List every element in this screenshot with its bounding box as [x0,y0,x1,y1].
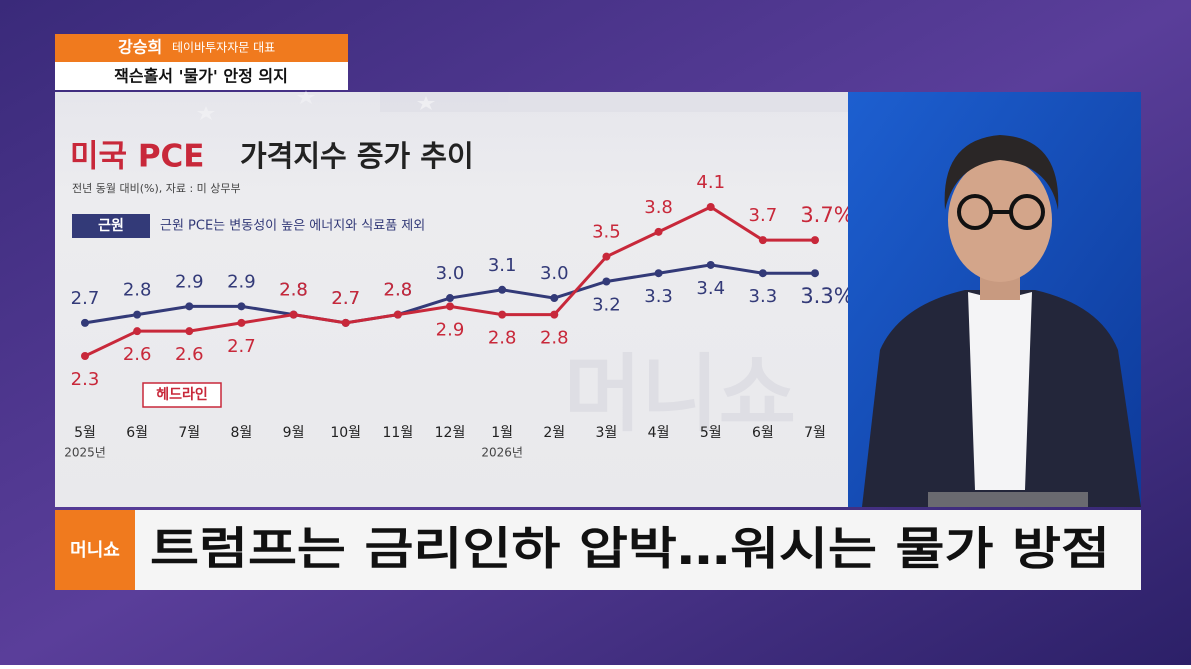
data-label: 2.8 [123,280,152,301]
data-point [706,203,715,211]
data-label: 2.8 [540,328,569,349]
data-label: 2.7 [227,336,256,357]
data-point [393,310,402,319]
data-point [811,236,819,245]
x-sublabel: 2026년 [481,446,523,460]
data-label: 2.9 [227,271,256,292]
data-point [654,269,663,278]
data-point [185,302,194,311]
data-point [133,310,142,319]
data-point [602,252,611,261]
x-tick-label: 11월 [383,425,414,441]
data-label: 3.8 [644,197,673,218]
chart-note: 근원 PCE는 변동성이 높은 에너지와 식료품 제외 [160,219,425,234]
x-tick-label: 8월 [231,425,253,441]
x-tick-label: 5월 [74,425,96,441]
x-tick-label: 2월 [543,425,565,441]
chart-title-lead: 미국 PCE [70,139,204,175]
x-tick-label: 5월 [700,425,722,441]
topic: 잭슨홀서 '물가' 안정 의지 [114,67,288,86]
data-label: 2.7 [331,288,360,309]
data-point [289,310,298,319]
x-tick-label: 6월 [126,425,148,441]
data-point [498,285,507,294]
data-label: 4.1 [696,172,725,193]
speaker-name: 강승희 [118,38,162,57]
data-point [550,310,559,319]
flag-decoration [197,90,848,120]
ticker-bar [135,510,1141,590]
data-point [446,294,454,303]
data-label: 2.6 [175,344,204,365]
watermark: 머니쇼 [564,345,796,443]
data-label: 2.7 [71,288,100,309]
x-sublabel: 2025년 [64,446,106,460]
data-label: 3.0 [540,263,569,284]
data-point [81,352,89,360]
data-point [237,318,246,327]
name-bar [55,34,348,62]
ticker-headline: 트럼프는 금리인하 압박…워시는 물가 방점 [150,522,1110,575]
data-point [133,327,142,336]
ticker-logo: 머니쇼 [70,540,120,561]
legend-label: 근원 [98,218,124,234]
data-point [550,294,559,303]
data-point [654,227,663,236]
speaker-role: 테이바투자자문 대표 [172,41,275,55]
data-label: 3.0 [436,263,465,284]
data-label: 3.2 [592,295,621,316]
data-point [81,318,89,327]
chart-title: 가격지수 증가 추이 [240,139,474,173]
plot: 5월 2025년 6월 7월 8월 9월 10월 11월 12월 1월 2026년 2월 3월 4월 5월 6… [64,172,853,460]
legend-swatch [72,214,150,238]
data-label: 3.3% [800,284,853,308]
x-tick-label: 7월 [178,425,200,441]
series-label: 헤드라인 [156,386,208,403]
ticker-logo-box [55,510,135,590]
data-point [758,269,767,278]
data-label: 3.3 [749,286,778,307]
data-label: 3.7 [749,205,778,226]
topic-bar [55,62,348,90]
data-point [185,327,194,336]
data-label: 2.8 [384,280,413,301]
data-label: 2.9 [436,319,465,340]
data-label: 2.9 [175,271,204,292]
data-point [758,236,767,245]
x-tick-label: 12월 [435,425,466,441]
data-label: 2.8 [279,280,308,301]
x-tick-label: 6월 [752,425,774,441]
data-label: 2.3 [71,369,100,390]
x-tick-label: 7월 [804,425,826,441]
series-tag [142,382,222,408]
chart-subtitle: 전년 동월 대비(%), 자료 : 미 상무부 [72,182,241,195]
data-label: 3.7% [800,203,853,227]
x-tick-label: 1월 [491,425,513,441]
x-tick-label: 9월 [283,425,305,441]
data-point [811,269,819,278]
data-point [446,302,454,311]
data-label: 3.4 [696,278,725,299]
data-point [341,318,350,327]
x-tick-label: 10월 [330,425,361,441]
x-tick-label: 3월 [596,425,618,441]
x-tick-label: 4월 [648,425,670,441]
data-label: 3.1 [488,255,517,276]
data-label: 3.5 [592,222,621,243]
data-label: 2.6 [123,344,152,365]
data-point [602,277,611,286]
data-label: 2.8 [488,328,517,349]
data-point [706,260,715,269]
data-label: 3.3 [644,286,673,307]
presenter [862,135,1141,507]
data-label: 2.7 [331,288,360,309]
data-label: 2.8 [279,280,308,301]
data-label: 2.8 [384,280,413,301]
data-point [498,310,507,319]
data-point [237,302,246,311]
